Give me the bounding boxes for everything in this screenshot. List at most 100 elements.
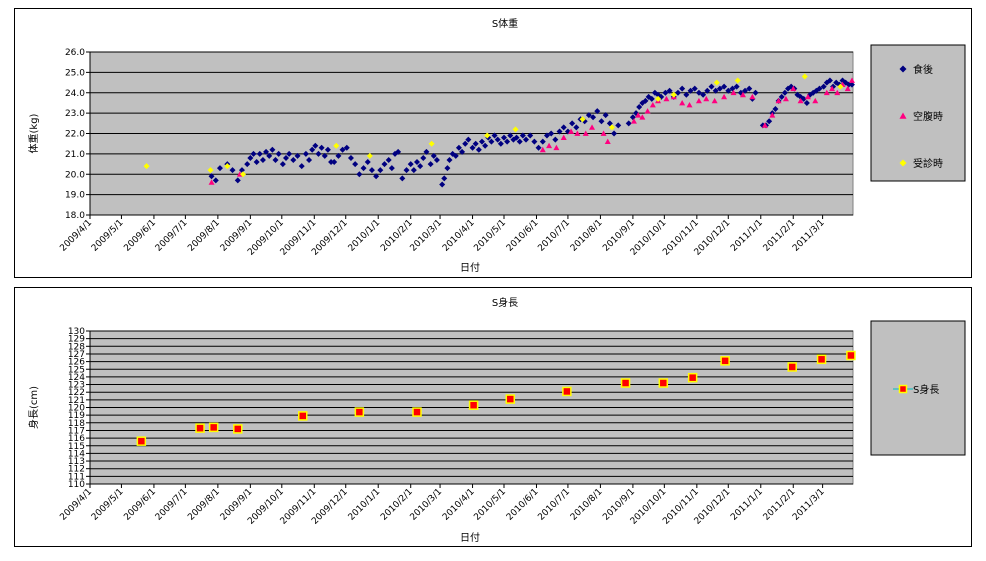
- data-point: [494, 136, 501, 143]
- data-point: [781, 89, 788, 96]
- data-point: [837, 83, 844, 90]
- data-point: [500, 134, 507, 141]
- data-point: [711, 97, 718, 104]
- data-point: [259, 156, 266, 163]
- data-point: [423, 148, 430, 155]
- data-point: [212, 177, 219, 184]
- y-tick-label: 23.0: [65, 109, 85, 119]
- data-point: [606, 120, 613, 127]
- data-point: [290, 156, 297, 163]
- data-point: [519, 132, 526, 139]
- data-point: [848, 77, 855, 83]
- x-tick-label: 2009/4/1: [58, 218, 94, 254]
- y-tick-label: 116: [68, 434, 85, 444]
- data-point: [752, 89, 759, 96]
- data-point: [700, 91, 707, 98]
- data-point: [324, 146, 331, 153]
- data-point: [548, 130, 555, 137]
- y-tick-label: 20.0: [65, 170, 85, 180]
- legend-label: S身長: [913, 383, 939, 396]
- data-point: [427, 161, 434, 168]
- y-tick-label: 119: [68, 411, 85, 421]
- data-point: [516, 138, 523, 145]
- x-tick-label: 2011/3/1: [791, 218, 827, 254]
- x-tick-label: 2009/6/1: [122, 487, 158, 523]
- data-point: [455, 144, 462, 151]
- y-tick-label: 118: [68, 419, 85, 429]
- data-point: [247, 154, 254, 161]
- data-point: [778, 93, 785, 100]
- y-tick-label: 113: [68, 457, 85, 467]
- data-point: [513, 134, 520, 141]
- x-tick-label: 2010/1/1: [347, 218, 383, 254]
- data-point: [649, 101, 656, 108]
- x-tick-label: 2010/8/1: [569, 487, 605, 523]
- data-point: [343, 144, 350, 151]
- data-point: [734, 77, 741, 84]
- data-point: [708, 83, 715, 90]
- data-point: [691, 85, 698, 92]
- data-point: [604, 138, 611, 145]
- data-point: [488, 138, 495, 145]
- data-point: [687, 87, 694, 94]
- data-point: [399, 175, 406, 182]
- data-point: [598, 118, 605, 125]
- data-point: [407, 161, 414, 168]
- data-point: [834, 89, 841, 96]
- data-point: [510, 136, 517, 143]
- data-point: [253, 159, 260, 166]
- data-point: [666, 87, 673, 94]
- data-point: [574, 130, 581, 136]
- data-point: [377, 167, 384, 174]
- data-point: [331, 159, 338, 166]
- x-tick-label: 2009/7/1: [154, 487, 190, 523]
- data-point: [535, 144, 542, 151]
- data-point: [816, 354, 827, 365]
- data-point: [539, 138, 546, 145]
- data-point: [229, 167, 236, 174]
- data-point: [294, 152, 301, 159]
- data-point: [769, 112, 776, 118]
- data-point: [356, 171, 363, 178]
- x-tick-label: 2009/4/1: [58, 487, 94, 523]
- x-tick-label: 2010/8/1: [569, 218, 605, 254]
- data-point: [787, 362, 797, 372]
- data-point: [816, 85, 823, 92]
- data-point: [846, 350, 856, 361]
- data-point: [848, 81, 855, 88]
- data-point: [195, 423, 205, 433]
- data-point: [679, 99, 686, 106]
- data-point: [636, 104, 643, 111]
- data-point: [695, 89, 702, 96]
- data-point: [720, 356, 730, 366]
- data-point: [663, 95, 670, 102]
- data-point: [321, 152, 328, 159]
- x-tick-label: 2011/1/1: [729, 487, 765, 523]
- y-tick-label: 122: [68, 388, 85, 398]
- legend-label: 受診時: [913, 157, 943, 170]
- chart-title: S体重: [492, 17, 518, 30]
- data-point: [801, 73, 808, 80]
- data-point: [674, 89, 681, 96]
- data-point: [414, 159, 420, 166]
- data-point: [352, 161, 359, 168]
- x-tick-label: 2010/1/1: [347, 487, 383, 523]
- y-tick-label: 110: [68, 480, 85, 490]
- y-tick-label: 129: [68, 335, 85, 345]
- data-point: [629, 114, 636, 121]
- data-point: [256, 150, 263, 157]
- y-tick-label: 112: [68, 465, 85, 475]
- data-point: [439, 181, 446, 188]
- y-axis-label: 体重(kg): [27, 113, 40, 153]
- legend-label: 食後: [913, 63, 933, 76]
- data-point: [797, 97, 804, 104]
- data-point: [238, 167, 245, 174]
- data-point: [143, 163, 150, 170]
- data-point: [263, 148, 270, 155]
- x-tick-label: 2009/7/1: [154, 218, 190, 254]
- data-point: [309, 146, 316, 153]
- data-point: [279, 161, 286, 168]
- data-point: [620, 378, 631, 388]
- data-point: [635, 112, 642, 118]
- data-point: [446, 156, 453, 163]
